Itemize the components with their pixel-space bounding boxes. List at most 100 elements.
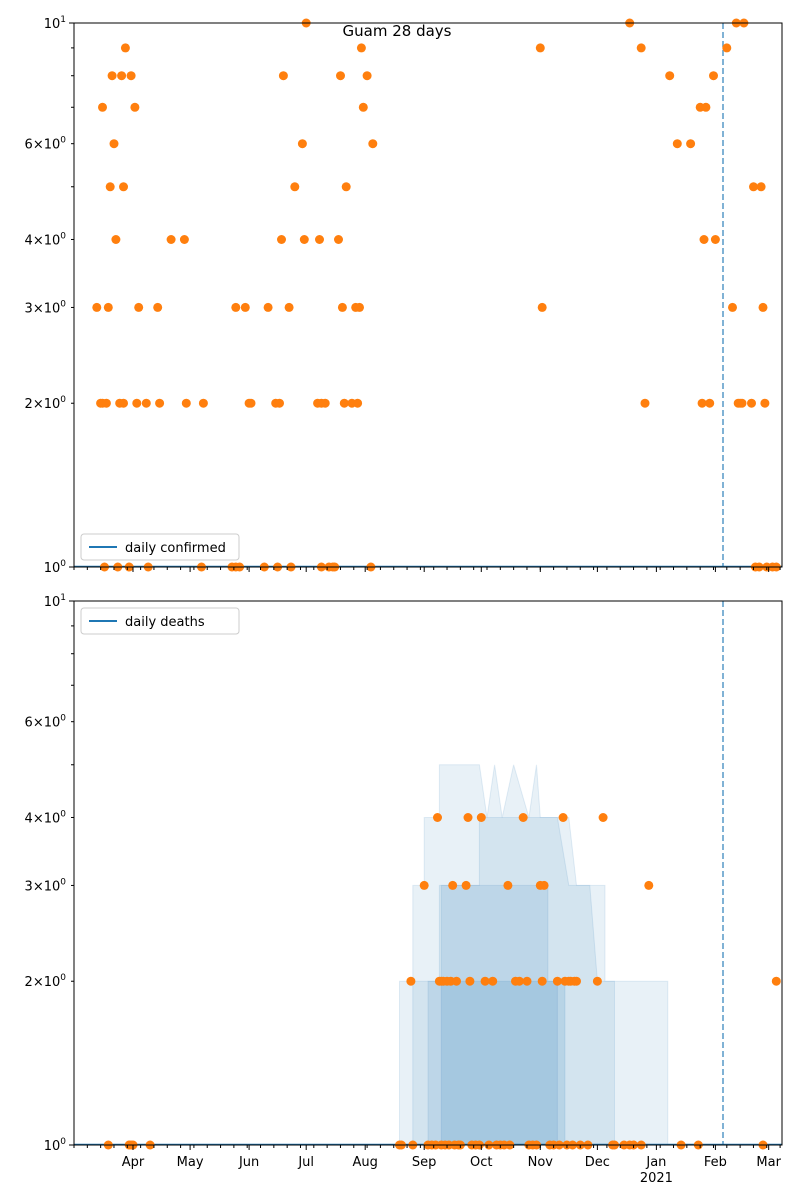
deaths-point-51 [539, 880, 549, 890]
confirmed-point-24 [153, 302, 163, 312]
deaths-plot-frame [73, 600, 783, 1146]
confirmed-ytick-label-4: 6×100 [25, 136, 67, 153]
deaths-legend-label: daily deaths [125, 615, 205, 630]
deaths-ytick-label-1: 2×100 [25, 973, 67, 990]
confirmed-point-43 [277, 235, 286, 244]
deaths-xtick-sublabel-9: 2021 [640, 1171, 673, 1186]
confirmed-point-63 [341, 182, 351, 192]
confirmed-point-88 [722, 43, 732, 53]
deaths-point-13 [433, 813, 442, 822]
confirmed-point-26 [166, 235, 176, 244]
deaths-xtick-label-10: Feb [704, 1155, 727, 1170]
deaths-point-22 [448, 880, 458, 890]
deaths-band-3 [440, 980, 566, 1146]
confirmed-point-69 [358, 102, 368, 112]
confirmed-point-61 [337, 302, 347, 312]
deaths-point-45 [522, 976, 532, 986]
confirmed-point-93 [737, 398, 747, 408]
confirmed-point-30 [198, 398, 208, 408]
deaths-point-27 [461, 880, 471, 890]
confirmed-point-42 [275, 398, 284, 408]
deaths-legend-box [80, 607, 240, 635]
deaths-point-33 [476, 813, 486, 822]
confirmed-point-32 [231, 302, 241, 312]
confirmed-point-49 [299, 235, 309, 244]
deaths-ytick-label-5: 101 [44, 593, 66, 610]
confirmed-point-67 [355, 302, 364, 312]
confirmed-point-15 [119, 398, 128, 408]
confirmed-point-85 [705, 398, 715, 408]
confirmed-point-89 [728, 302, 737, 312]
confirmed-point-39 [263, 302, 273, 312]
deaths-xtick-label-6: Oct [470, 1155, 492, 1170]
deaths-point-74 [644, 880, 654, 890]
confirmed-panel: 100 2×100 3×100 4×100 6×100 101 daily confirm… [25, 15, 783, 576]
confirmed-point-87 [710, 235, 720, 244]
confirmed-point-35 [240, 302, 250, 312]
confirmed-points [92, 18, 781, 572]
confirmed-point-101 [760, 398, 770, 408]
confirmed-ytick-label-1: 2×100 [25, 395, 67, 412]
deaths-ytick-label-4: 6×100 [25, 714, 67, 731]
confirmed-point-70 [362, 71, 372, 81]
deaths-point-63 [572, 976, 581, 986]
deaths-xtick-label-4: Aug [352, 1155, 377, 1170]
confirmed-point-7 [105, 182, 115, 192]
confirmed-point-100 [758, 302, 768, 312]
confirmed-point-55 [320, 398, 330, 408]
confirmed-point-2 [98, 102, 107, 112]
confirmed-x-axis [73, 567, 781, 572]
confirmed-legend-box [80, 533, 240, 561]
confirmed-point-86 [709, 71, 718, 81]
confirmed-ytick-label-3: 4×100 [25, 231, 67, 248]
confirmed-point-78 [665, 71, 675, 81]
confirmed-point-27 [179, 235, 189, 244]
confirmed-point-13 [117, 71, 127, 81]
confirmed-point-52 [315, 235, 324, 244]
confirmed-point-79 [672, 139, 682, 149]
confirmed-point-68 [356, 43, 366, 53]
deaths-xtick-label-3: Jul [297, 1155, 314, 1170]
confirmed-point-99 [756, 182, 766, 192]
confirmed-point-72 [368, 139, 378, 149]
confirmed-legend-label: daily confirmed [125, 541, 226, 556]
deaths-ytick-label-0: 100 [44, 1137, 67, 1154]
confirmed-point-9 [109, 139, 119, 149]
confirmed-point-66 [353, 398, 363, 408]
confirmed-point-25 [155, 398, 165, 408]
deaths-point-56 [558, 813, 568, 822]
confirmed-point-5 [101, 398, 111, 408]
deaths-point-40 [503, 880, 513, 890]
confirmed-point-59 [334, 235, 343, 244]
confirmed-point-60 [336, 71, 345, 81]
confirmed-point-6 [103, 302, 113, 312]
deaths-xtick-label-0: Apr [122, 1155, 145, 1170]
confirmed-point-95 [747, 398, 756, 408]
deaths-ytick-label-2: 3×100 [25, 877, 67, 894]
deaths-point-44 [518, 813, 528, 822]
confirmed-point-21 [134, 302, 144, 312]
deaths-point-36 [488, 976, 498, 986]
confirmed-point-96 [749, 182, 758, 192]
confirmed-point-14 [119, 182, 128, 192]
deaths-xtick-label-1: May [177, 1155, 204, 1170]
confirmed-point-82 [697, 398, 707, 408]
confirmed-point-45 [284, 302, 294, 312]
deaths-point-34 [480, 976, 490, 986]
deaths-xtick-label-5: Sep [412, 1155, 437, 1170]
confirmed-point-0 [92, 302, 102, 312]
confirmed-point-77 [640, 398, 650, 408]
confirmed-ytick-label-0: 100 [44, 559, 67, 576]
confirmed-point-73 [535, 43, 545, 53]
deaths-point-28 [463, 813, 473, 822]
confirmed-point-83 [699, 235, 709, 244]
confirmed-legend: daily confirmed [80, 533, 240, 561]
confirmed-point-84 [701, 102, 711, 112]
confirmed-y-axis: 100 2×100 3×100 4×100 6×100 101 [25, 15, 74, 576]
confirmed-point-47 [290, 182, 300, 192]
deaths-point-50 [537, 976, 547, 986]
confirmed-ytick-label-2: 3×100 [25, 299, 67, 316]
